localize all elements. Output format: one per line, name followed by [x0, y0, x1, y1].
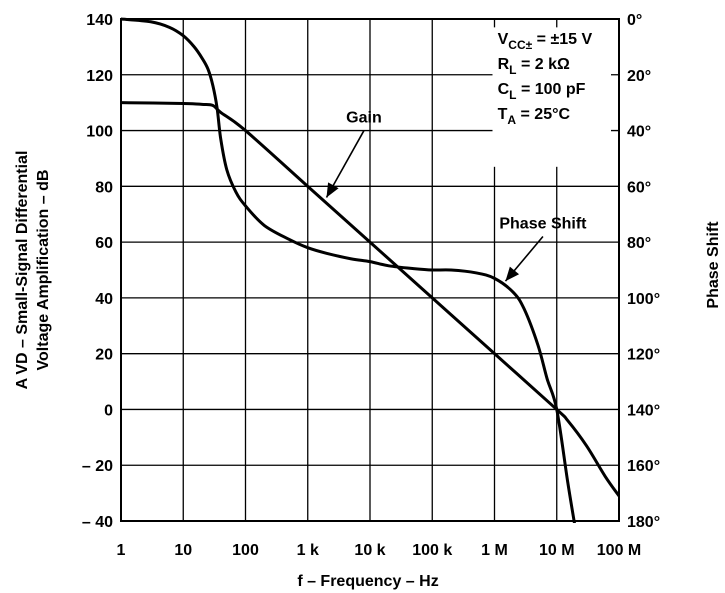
y-tick-label: 40: [95, 291, 113, 308]
curve-layer: [121, 17, 619, 523]
y-tick-label: 120: [86, 68, 113, 85]
x-axis-title: f – Frequency – Hz: [297, 573, 438, 590]
y2-tick-label: 60°: [627, 179, 651, 196]
gain-curve: [121, 101, 619, 498]
y-tick-label: 80: [95, 179, 113, 196]
x-tick-label: 10 k: [354, 542, 385, 559]
x-tick-label: 1 M: [481, 542, 508, 559]
x-tick-label: 100: [232, 542, 259, 559]
y-tick-label: – 20: [82, 458, 113, 475]
x-tick-label: 100 M: [597, 542, 641, 559]
phase-shift-curve: [121, 17, 576, 523]
y2-tick-label: 40°: [627, 124, 651, 141]
y2-tick-label: 0°: [627, 12, 642, 29]
y2-tick-label: 180°: [627, 514, 660, 531]
x-tick-label: 100 k: [412, 542, 452, 559]
y-axis-title-line2: Voltage Amplification – dB: [35, 170, 52, 371]
plot-frame: [120, 18, 620, 522]
condition-t-a: TA = 25°C: [498, 106, 571, 127]
y-tick-label: 60: [95, 235, 113, 252]
y-tick-label: 20: [95, 347, 113, 364]
y2-tick-label: 20°: [627, 68, 651, 85]
y2-tick-label: 120°: [627, 347, 660, 364]
y2-tick-label: 140°: [627, 402, 660, 419]
x-tick-label: 10 M: [539, 542, 575, 559]
condition-v-cc: VCC± = ±15 V: [498, 31, 593, 52]
x-tick-label: 1: [117, 542, 126, 559]
conditions-block: VCC± = ±15 V RL = 2 kΩ CL = 100 pF TA = 25°…: [498, 31, 593, 127]
right-axis-title: Phase Shift: [705, 221, 722, 309]
y2-tick-label: 80°: [627, 235, 651, 252]
y-tick-label: 100: [86, 124, 113, 141]
y2-tick-label: 160°: [627, 458, 660, 475]
phase-shift-arrow-head: [505, 266, 520, 282]
x-tick-label: 1 k: [297, 542, 319, 559]
y-axis-title-line1: A VD – Small-Signal Differential: [14, 151, 31, 390]
gain-label: Gain: [346, 110, 382, 127]
gain-arrow-head: [326, 182, 339, 198]
y-tick-label: 140: [86, 12, 113, 29]
x-tick-label: 10: [174, 542, 192, 559]
y-tick-label: – 40: [82, 514, 113, 531]
y-tick-label: 0: [104, 402, 113, 419]
y2-tick-label: 100°: [627, 291, 660, 308]
conditions-background: [492, 27, 611, 167]
condition-c-l: CL = 100 pF: [498, 81, 586, 102]
tick-layer: 1 10 100 1 k 10 k 100 k 1 M 10 M 100 M 140 120 100 8…: [82, 12, 660, 559]
condition-r-l: RL = 2 kΩ: [498, 56, 570, 77]
annotation-layer: Gain Phase Shift: [325, 110, 587, 282]
phase-shift-label: Phase Shift: [499, 216, 587, 233]
